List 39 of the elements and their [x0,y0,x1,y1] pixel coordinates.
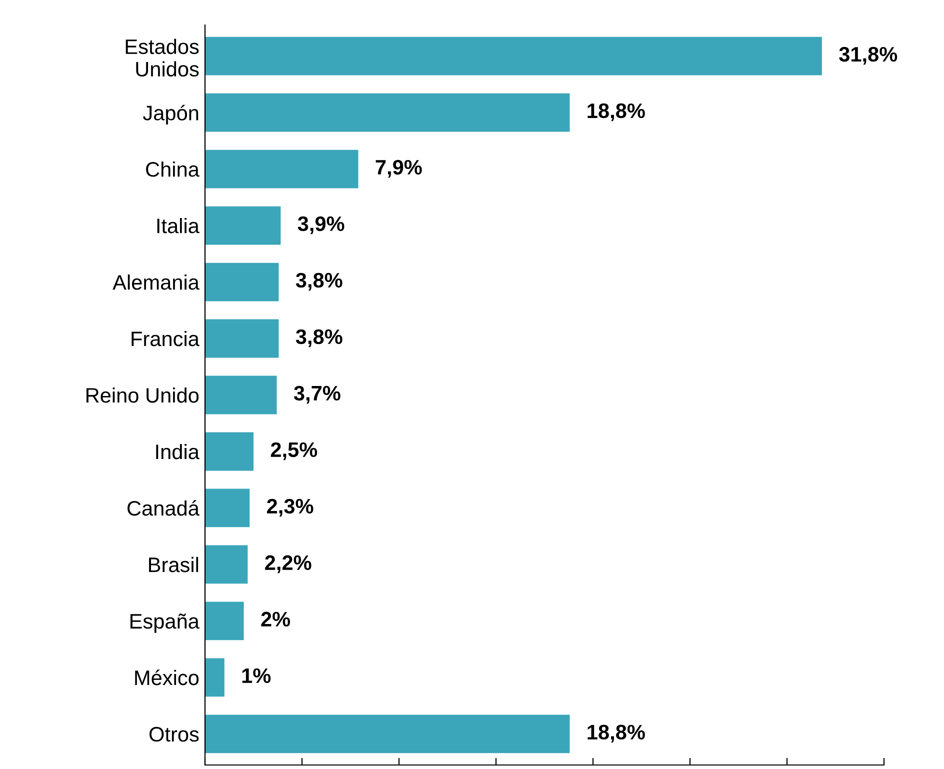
y-tick-label: Otros [150,726,199,742]
data-label: 3,7% [294,386,340,404]
data-label: 7,9% [376,160,422,178]
data-label: 31,8% [839,46,898,65]
y-tick-label: China [146,161,200,177]
data-label: 1% [242,668,271,683]
data-label: 2,3% [267,498,314,517]
y-tick-label: España [130,614,200,633]
bar [205,376,277,414]
bar [205,602,244,640]
data-label: 3,8% [296,329,342,348]
data-label: 2,2% [265,555,312,574]
bar [205,658,224,697]
bar [205,262,279,302]
y-tick-label: Estados Unidos [126,38,199,77]
y-tick-label: Brasil [149,556,198,572]
data-label: 3,9% [298,216,344,234]
bar [205,432,254,471]
y-tick-label: Italia [157,218,200,234]
data-label: 2% [261,612,290,627]
y-tick-label: Alemania [112,274,200,290]
y-tick-label: Japón [143,104,198,125]
bar [205,36,822,76]
y-tick-label: México [135,670,199,686]
data-label: 2,5% [270,442,318,460]
bar [205,488,250,528]
y-tick-label: Reino Unido [86,387,199,403]
y-tick-label: India [156,444,200,460]
data-label: 18,8% [588,103,645,122]
y-tick-label: Francia [132,330,200,346]
bar [205,714,570,754]
bar [205,150,358,188]
bar [205,93,570,132]
bar [205,319,279,358]
data-label: 3,8% [296,272,342,291]
bar [205,206,281,245]
data-label: 18,8% [588,724,645,743]
bar [205,545,248,584]
y-tick-label: Canadá [128,500,200,516]
